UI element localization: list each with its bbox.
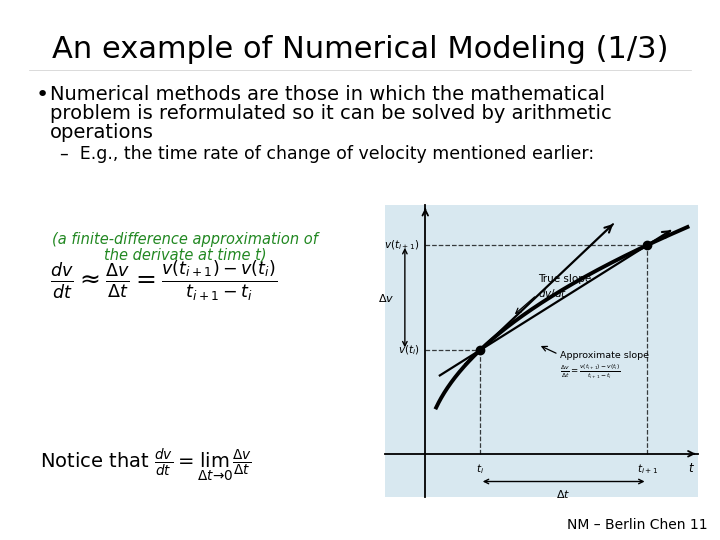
Text: Approximate slope: Approximate slope (560, 352, 649, 360)
Text: $t_i$: $t_i$ (476, 462, 484, 476)
Text: problem is reformulated so it can be solved by arithmetic: problem is reformulated so it can be sol… (50, 104, 612, 123)
Text: operations: operations (50, 123, 154, 142)
Text: NM – Berlin Chen 11: NM – Berlin Chen 11 (567, 518, 708, 532)
Text: $dv/dt$: $dv/dt$ (538, 287, 567, 300)
Text: An example of Numerical Modeling (1/3): An example of Numerical Modeling (1/3) (52, 35, 668, 64)
Text: $t$: $t$ (688, 462, 695, 475)
Text: Notice that $\frac{dv}{dt} = \lim_{\Delta t \to 0} \frac{\Delta v}{\Delta t}$: Notice that $\frac{dv}{dt} = \lim_{\Delt… (40, 447, 251, 483)
Text: the derivate at time t): the derivate at time t) (104, 248, 266, 263)
Text: $\Delta v$: $\Delta v$ (378, 292, 395, 303)
Text: $\frac{\Delta v}{\Delta t} = \frac{v(t_{i+1})-v(t_i)}{t_{i+1}-t_i}$: $\frac{\Delta v}{\Delta t} = \frac{v(t_{… (560, 362, 621, 381)
Text: $\frac{dv}{dt} \approx \frac{\Delta v}{\Delta t} = \frac{v(t_{i+1})-v(t_i)}{t_{i: $\frac{dv}{dt} \approx \frac{\Delta v}{\… (50, 258, 278, 303)
Text: –  E.g., the time rate of change of velocity mentioned earlier:: – E.g., the time rate of change of veloc… (60, 145, 594, 163)
Text: True slope: True slope (538, 274, 591, 284)
Text: $t_{i+1}$: $t_{i+1}$ (637, 462, 658, 476)
Text: $v(t_{i+1})$: $v(t_{i+1})$ (384, 238, 420, 252)
Text: •: • (36, 85, 49, 105)
Text: Numerical methods are those in which the mathematical: Numerical methods are those in which the… (50, 85, 605, 104)
Text: $\Delta t$: $\Delta t$ (557, 488, 571, 500)
Text: (a finite-difference approximation of: (a finite-difference approximation of (52, 232, 318, 247)
Text: $v(t_i)$: $v(t_i)$ (397, 343, 420, 357)
